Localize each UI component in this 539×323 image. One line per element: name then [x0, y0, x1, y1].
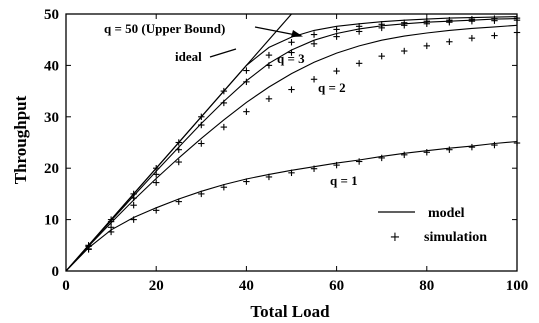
simulation-point-q1 — [175, 198, 182, 205]
simulation-point-q1 — [355, 158, 363, 165]
simulation-point-q3 — [423, 20, 430, 27]
y-tick-label: 30 — [44, 110, 59, 126]
simulation-point-q1 — [220, 184, 228, 191]
simulation-point-q3 — [175, 146, 182, 153]
simulation-point-q3 — [130, 194, 137, 202]
simulation-point-q1 — [265, 173, 273, 181]
x-tick-label: 20 — [149, 278, 164, 294]
legend-simulation-marker: + — [390, 230, 401, 245]
annotation-q3: q = 3 — [277, 51, 305, 66]
simulation-point-q50 — [220, 87, 228, 95]
simulation-points-group — [85, 14, 521, 253]
annotation-ideal: ideal — [175, 49, 202, 64]
simulation-point-q50 — [243, 67, 250, 74]
simulation-point-q2 — [446, 38, 453, 45]
simulation-point-q2 — [333, 67, 340, 75]
y-axis-title: Throughput — [11, 95, 30, 184]
simulation-point-q3 — [355, 28, 363, 35]
x-tick-label: 40 — [239, 278, 254, 294]
simulation-point-q1 — [468, 143, 476, 151]
legend-simulation-label: simulation — [424, 230, 487, 245]
axes-group: 0 20 40 60 80 100 0 10 20 30 40 50 — [44, 7, 528, 294]
y-tick-label: 10 — [44, 213, 59, 229]
y-tick-label: 20 — [44, 161, 59, 177]
simulation-point-q3 — [220, 99, 228, 107]
simulation-point-q3 — [288, 49, 295, 56]
simulation-point-q3 — [310, 40, 318, 48]
simulation-point-q2 — [468, 34, 476, 42]
simulation-point-q2 — [198, 140, 205, 147]
simulation-point-q3 — [333, 33, 340, 40]
simulation-point-q1 — [513, 139, 521, 147]
simulation-point-q2 — [130, 202, 137, 209]
simulation-point-q2 — [265, 95, 273, 103]
x-tick-label: 0 — [62, 278, 70, 294]
simulation-point-q3 — [468, 17, 476, 25]
simulation-point-q2 — [513, 29, 521, 36]
simulation-point-q3 — [401, 22, 408, 29]
simulation-point-q1 — [107, 228, 115, 236]
simulation-point-q3 — [243, 78, 250, 86]
y-tick-label: 50 — [44, 7, 59, 23]
simulation-point-q3 — [378, 24, 385, 32]
simulation-point-q50 — [265, 51, 273, 59]
simulation-point-q3 — [491, 17, 498, 24]
simulation-point-q3 — [107, 218, 115, 225]
simulation-point-q1 — [130, 216, 137, 223]
simulation-point-q50 — [175, 139, 182, 146]
simulation-point-q2 — [378, 52, 385, 60]
simulation-point-q1 — [423, 149, 430, 156]
simulation-point-q2 — [401, 47, 408, 55]
simulation-point-q1 — [333, 161, 340, 169]
x-axis-title: Total Load — [250, 302, 330, 321]
simulation-point-q3 — [265, 62, 273, 69]
simulation-point-q50 — [288, 39, 295, 46]
simulation-point-q2 — [288, 86, 295, 93]
simulation-point-q1 — [378, 154, 385, 162]
legend-model-label: model — [428, 206, 465, 221]
annotation-q1: q = 1 — [330, 173, 358, 188]
simulation-point-q2 — [423, 42, 430, 50]
annotation-upper-bound-arrowhead — [291, 30, 303, 37]
simulation-point-q2 — [175, 158, 182, 166]
simulation-point-q3 — [153, 171, 160, 178]
simulation-point-q1 — [198, 190, 205, 198]
simulation-point-q2 — [310, 76, 318, 83]
simulation-point-q3 — [198, 121, 205, 129]
model-curve-q50 — [65, 16, 518, 272]
simulation-point-q50 — [153, 165, 160, 172]
simulation-point-q50 — [198, 113, 205, 120]
model-curve-q2 — [65, 24, 518, 272]
simulation-point-q1 — [446, 146, 453, 153]
simulation-point-q1 — [243, 178, 250, 185]
x-tick-label: 80 — [419, 278, 434, 294]
simulation-point-q50 — [310, 31, 318, 38]
simulation-point-q1 — [153, 207, 160, 214]
simulation-point-q3 — [513, 16, 521, 24]
x-tick-label: 60 — [329, 278, 344, 294]
annotation-ideal-leader — [209, 48, 237, 58]
simulation-point-q2 — [491, 32, 498, 39]
x-tick-label: 100 — [506, 278, 529, 294]
simulation-point-q1 — [491, 141, 498, 149]
simulation-point-q50 — [333, 26, 340, 33]
simulation-point-q1 — [288, 169, 295, 177]
simulation-point-q2 — [153, 179, 160, 186]
simulation-point-q1 — [401, 151, 408, 159]
annotation-upper-bound: q = 50 (Upper Bound) — [104, 21, 225, 36]
simulation-point-q3 — [446, 19, 453, 26]
simulation-point-q1 — [310, 165, 318, 172]
simulation-point-q1 — [85, 246, 92, 253]
simulation-point-q2 — [220, 123, 228, 131]
simulation-point-q2 — [355, 60, 363, 67]
simulation-point-q2 — [243, 108, 250, 115]
y-tick-label: 0 — [52, 264, 60, 280]
annotation-q2: q = 2 — [318, 80, 346, 95]
y-tick-label: 40 — [44, 58, 59, 74]
